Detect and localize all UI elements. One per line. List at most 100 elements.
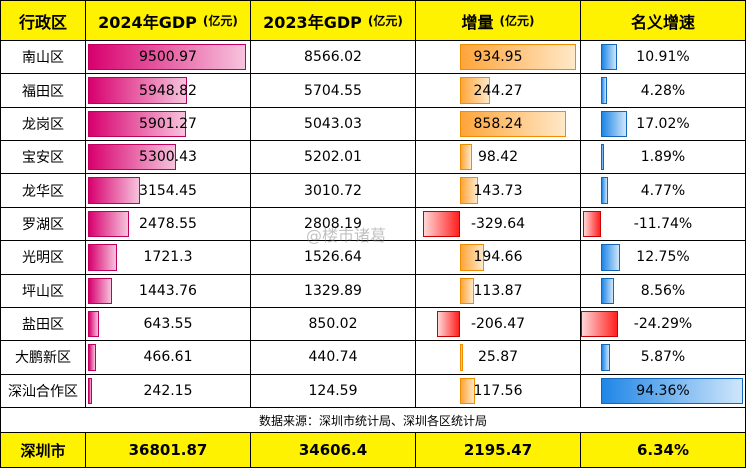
- gdp2024-value: 5948.82: [139, 82, 197, 99]
- total-increase: 2195.47: [416, 433, 581, 468]
- table-row: 深汕合作区 242.15 124.59 117.56 94.36%: [0, 374, 746, 408]
- gdp2024-cell: 5300.43: [86, 141, 251, 175]
- gdp2024-bar: [88, 110, 187, 138]
- district-cell: 光明区: [0, 241, 86, 275]
- growth-cell: 8.56%: [581, 274, 746, 308]
- total-district-label: 深圳市: [20, 441, 66, 460]
- increase-value: -206.47: [470, 316, 526, 333]
- growth-value: 94.36%: [636, 382, 690, 399]
- growth-cell: 5.87%: [581, 341, 746, 375]
- district-name: 罗湖区: [22, 216, 64, 233]
- gdp2024-cell: 3154.45: [86, 174, 251, 208]
- table-row: 南山区 9500.97 8566.02 934.95 10.91%: [0, 41, 746, 75]
- table-row: 宝安区 5300.43 5202.01 98.42 1.89%: [0, 141, 746, 175]
- increase-value: 25.87: [477, 349, 519, 366]
- gdp2024-value: 1443.76: [139, 282, 197, 299]
- total-gdp2023: 34606.4: [251, 433, 416, 468]
- district-cell: 福田区: [0, 74, 86, 108]
- growth-bar: [601, 244, 621, 271]
- gdp2024-cell: 466.61: [86, 341, 251, 375]
- growth-bar: [601, 44, 618, 71]
- header-district: 行政区: [0, 0, 86, 41]
- increase-cell: 117.56: [416, 374, 581, 408]
- gdp2023-cell: 850.02: [251, 307, 416, 342]
- gdp2024-bar: [88, 177, 141, 204]
- growth-value: 10.91%: [636, 49, 690, 66]
- source-text: 数据来源：深圳市统计局、深圳各区统计局: [258, 413, 487, 428]
- header-unit: (亿元): [367, 14, 403, 28]
- increase-bar: [437, 310, 460, 338]
- total-gdp2024-value: 36801.87: [128, 441, 208, 459]
- growth-value: 5.87%: [640, 349, 686, 366]
- header-gdp2024: 2024年GDP (亿元): [86, 0, 251, 41]
- district-name: 光明区: [22, 250, 64, 267]
- gdp2024-cell: 5901.27: [86, 107, 251, 142]
- gdp2023-cell: 8566.02: [251, 41, 416, 75]
- increase-value: 98.42: [477, 149, 519, 166]
- gdp2023-cell: 1329.89: [251, 274, 416, 308]
- table-row: 光明区 1721.3 1526.64 194.66 12.75%: [0, 241, 746, 275]
- increase-cell: 98.42: [416, 141, 581, 175]
- district-cell: 盐田区: [0, 307, 86, 342]
- increase-cell: -206.47: [416, 307, 581, 342]
- district-name: 坪山区: [22, 283, 64, 300]
- increase-value: -329.64: [470, 215, 526, 232]
- increase-value: 143.73: [473, 182, 523, 199]
- increase-cell: 858.24: [416, 107, 581, 142]
- gdp2023-value: 440.74: [308, 349, 358, 366]
- gdp2024-cell: 1721.3: [86, 241, 251, 275]
- gdp2024-value: 1721.3: [143, 249, 193, 266]
- header-unit: (亿元): [499, 14, 535, 28]
- gdp2023-cell: 1526.64: [251, 241, 416, 275]
- gdp2023-value: 2808.19: [304, 215, 362, 232]
- increase-cell: 113.87: [416, 274, 581, 308]
- header-growth: 名义增速: [581, 0, 746, 41]
- gdp2024-bar: [88, 44, 246, 71]
- gdp2024-value: 466.61: [143, 349, 193, 366]
- district-cell: 龙华区: [0, 174, 86, 208]
- table-header: 行政区 2024年GDP (亿元) 2023年GDP (亿元) 增量 (亿元) 名义增…: [0, 0, 746, 41]
- growth-bar: [601, 77, 608, 104]
- gdp2024-value: 5901.27: [139, 115, 197, 132]
- gdp2023-value: 5043.03: [304, 115, 362, 132]
- district-cell: 深汕合作区: [0, 374, 86, 408]
- gdp2024-bar: [88, 244, 117, 271]
- district-name: 大鹏新区: [15, 350, 71, 367]
- district-cell: 罗湖区: [0, 207, 86, 242]
- gdp2023-value: 850.02: [308, 316, 358, 333]
- header-gdp2023-label: 2023年GDP: [263, 12, 362, 32]
- increase-bar: [460, 344, 464, 371]
- total-district: 深圳市: [0, 433, 86, 468]
- growth-value: 8.56%: [640, 282, 686, 299]
- gdp2023-value: 1526.64: [304, 249, 362, 266]
- growth-value: 1.89%: [640, 149, 686, 166]
- growth-cell: 12.75%: [581, 241, 746, 275]
- growth-cell: 94.36%: [581, 374, 746, 408]
- growth-bar: [601, 344, 610, 371]
- gdp2023-cell: 3010.72: [251, 174, 416, 208]
- gdp2024-bar: [88, 310, 99, 338]
- increase-bar: [460, 77, 491, 104]
- increase-bar: [460, 144, 473, 171]
- gdp2024-cell: 1443.76: [86, 274, 251, 308]
- total-growth-value: 6.34%: [636, 441, 690, 459]
- increase-value: 244.27: [473, 82, 523, 99]
- gdp2023-cell: 5704.55: [251, 74, 416, 108]
- gdp2023-value: 124.59: [308, 382, 358, 399]
- growth-cell: -24.29%: [581, 307, 746, 342]
- increase-bar: [423, 210, 460, 238]
- gdp2023-value: 3010.72: [304, 182, 362, 199]
- total-row: 深圳市 36801.87 34606.4 2195.47 6.34%: [0, 433, 746, 468]
- district-name: 盐田区: [22, 317, 64, 334]
- table-row: 龙岗区 5901.27 5043.03 858.24 17.02%: [0, 107, 746, 142]
- gdp2024-bar: [88, 344, 96, 371]
- header-increase-label: 增量: [461, 12, 494, 32]
- gdp2024-value: 5300.43: [139, 149, 197, 166]
- header-unit: (亿元): [202, 14, 238, 28]
- growth-bar: [601, 177, 609, 204]
- watermark: @楼市诸葛: [306, 226, 387, 245]
- growth-cell: -11.74%: [581, 207, 746, 242]
- gdp2024-value: 9500.97: [139, 49, 197, 66]
- gdp2023-value: 5202.01: [304, 149, 362, 166]
- gdp2023-cell: 5202.01: [251, 141, 416, 175]
